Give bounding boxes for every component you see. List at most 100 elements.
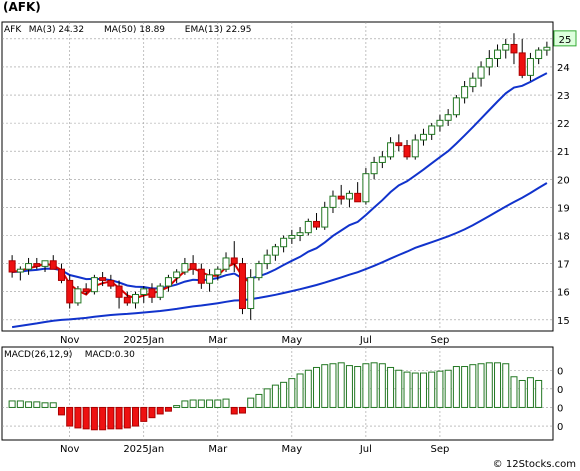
macd-bar-negative [148, 406, 156, 419]
macd-bar-positive [395, 369, 403, 408]
price-plot-area [1, 21, 554, 332]
macd-bar-positive [477, 363, 485, 408]
candle [123, 291, 131, 306]
candle [461, 80, 469, 104]
macd-bar-positive [197, 399, 205, 408]
candle [526, 52, 534, 81]
candle [345, 190, 353, 208]
candle-body-down [395, 142, 403, 147]
candle-body-up [345, 192, 353, 200]
candle-body-up [502, 43, 510, 51]
price-tick-label: 21 [557, 147, 570, 158]
macd-bar-positive [362, 363, 370, 408]
candle [90, 274, 98, 295]
candle-body-up [280, 237, 288, 248]
candle [518, 38, 526, 79]
macd-bar-positive [49, 402, 57, 408]
candle-body-down [99, 277, 107, 281]
x-tick-label: Jul [359, 335, 372, 346]
macd-bar-positive [280, 381, 288, 408]
candle [411, 134, 419, 160]
candle-body-down [238, 263, 246, 310]
candle-body-up [140, 288, 148, 295]
macd-bar-negative [156, 406, 164, 415]
macd-bar-positive [411, 372, 419, 408]
macd-bar-negative [140, 406, 148, 422]
macd-bar-positive [173, 405, 181, 408]
macd-bar-positive [378, 363, 386, 408]
candle-body-down [337, 195, 345, 200]
candle [370, 156, 378, 180]
macd-bar-positive [444, 369, 452, 408]
candle [41, 260, 49, 273]
price-tick-label: 20 [557, 175, 570, 186]
candle [74, 286, 82, 306]
macd-bar-positive [469, 364, 477, 408]
macd-bar-positive [403, 371, 411, 408]
candle [271, 243, 279, 261]
candle-body-up [419, 133, 427, 141]
macd-bar-positive [321, 364, 329, 408]
macd-bar-positive [214, 399, 222, 408]
candle-body-down [403, 145, 411, 158]
candle [535, 47, 543, 65]
macd-tick-label: 0 [557, 403, 563, 414]
site-credit: © 12Stocks.com [492, 459, 576, 470]
candle [16, 266, 24, 281]
macd-bar-positive [25, 401, 33, 408]
macd-x-tick-label: Jul [359, 444, 372, 455]
macd-bar-positive [33, 401, 41, 408]
macd-x-tick-label: 2025Jan [123, 444, 164, 455]
candle-body-up [526, 58, 534, 76]
price-tick-label: 19 [557, 203, 570, 214]
candle [304, 218, 312, 236]
candle-body-down [115, 285, 123, 298]
candle-body-up [452, 97, 460, 116]
macd-bar-positive [387, 366, 395, 408]
macd-bar-positive [296, 373, 304, 408]
price-tick-label: 16 [557, 288, 570, 299]
macd-bar-positive [345, 365, 353, 408]
candle-body-down [49, 260, 57, 270]
candle-body-up [387, 142, 395, 158]
macd-bar-positive [313, 366, 321, 408]
macd-bar-positive [485, 362, 493, 408]
macd-bar-negative [82, 406, 90, 430]
price-tick-label: 24 [557, 63, 570, 74]
candle [8, 255, 16, 278]
candle [148, 283, 156, 303]
candle-body-up [436, 119, 444, 127]
candle [502, 38, 510, 59]
candle-body-up [378, 156, 386, 163]
price-tick-label: 15 [557, 316, 570, 327]
macd-bar-positive [16, 400, 24, 408]
macd-bar-positive [288, 378, 296, 408]
x-tick-label: Nov [60, 335, 80, 346]
candle-body-up [370, 161, 378, 175]
candle-body-up [206, 274, 214, 284]
candle [156, 283, 164, 301]
macd-bar-positive [502, 363, 510, 408]
macd-bar-positive [428, 371, 436, 408]
macd-bar-negative [123, 406, 131, 429]
x-tick-label: May [281, 335, 302, 346]
price-tick-label: 18 [557, 231, 570, 242]
macd-bar-negative [238, 406, 246, 414]
macd-tick-label: 0 [557, 366, 563, 377]
candle-body-down [57, 268, 65, 281]
candle [25, 257, 33, 275]
candle [222, 252, 230, 273]
macd-x-tick-label: May [281, 444, 302, 455]
candle-body-up [494, 49, 502, 60]
candle-body-up [263, 254, 271, 265]
candle [378, 151, 386, 169]
candle [57, 263, 65, 284]
macd-bar-positive [436, 370, 444, 408]
candle-body-up [469, 77, 477, 88]
macd-bar-positive [518, 379, 526, 408]
candle [66, 274, 74, 309]
candle [321, 201, 329, 230]
candle-body-up [16, 268, 24, 273]
macd-bar-positive [354, 366, 362, 408]
candle [181, 257, 189, 275]
